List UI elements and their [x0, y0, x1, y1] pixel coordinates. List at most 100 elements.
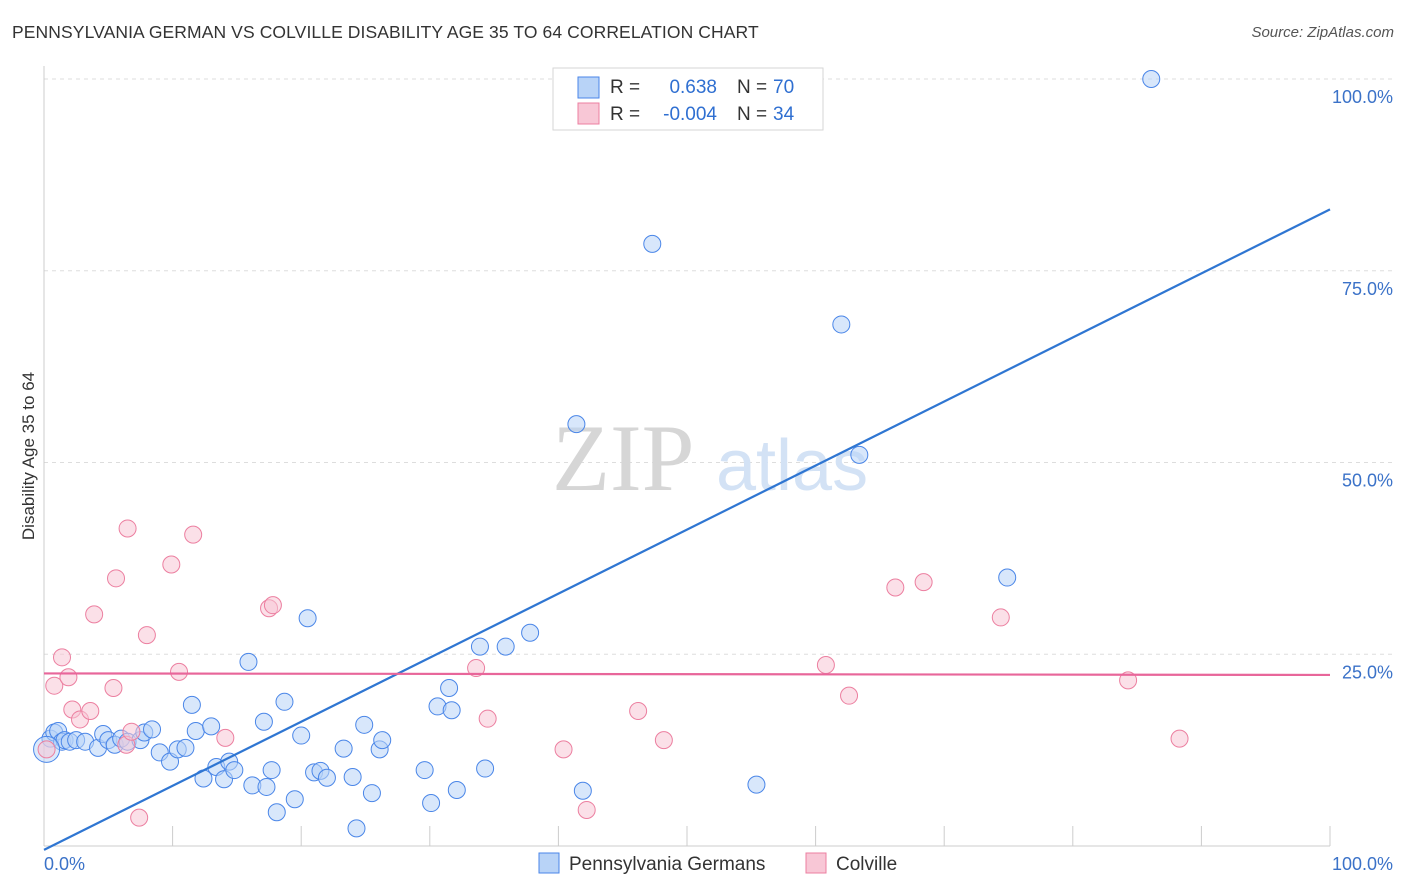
point-pennsylvania-germans-38	[298, 609, 317, 628]
point-pennsylvania-germans-29	[239, 652, 258, 671]
point-colville-7	[85, 605, 104, 624]
point-pennsylvania-germans-57	[496, 637, 515, 656]
point-colville-8	[104, 678, 123, 697]
point-colville-32	[1119, 671, 1138, 690]
legend-r-value-2: -0.004	[663, 104, 717, 125]
point-colville-2	[53, 648, 72, 667]
trend-line-colville	[43, 672, 1331, 677]
point-colville-17	[184, 525, 203, 544]
point-pennsylvania-germans-58	[521, 623, 540, 642]
point-pennsylvania-germans-68	[1142, 70, 1161, 88]
point-pennsylvania-germans-52	[440, 678, 459, 697]
correlation-legend: R = 0.638 N = 70 R = -0.004 N = 34	[552, 67, 824, 131]
point-colville-33	[1170, 729, 1189, 748]
watermark: ZIP atlas	[552, 405, 868, 511]
point-colville-18	[216, 728, 235, 747]
point-colville-0	[37, 740, 56, 759]
legend-swatch-pink	[577, 102, 600, 125]
point-pennsylvania-germans-31	[254, 712, 273, 731]
legend-label-pennsylvania-germans: Pennsylvania Germans	[569, 854, 765, 875]
point-colville-30	[914, 573, 933, 592]
point-colville-22	[478, 709, 497, 728]
point-pennsylvania-germans-35	[275, 692, 294, 711]
chart-title: PENNSYLVANIA GERMAN VS COLVILLE DISABILI…	[12, 22, 759, 42]
point-pennsylvania-germans-43	[343, 767, 362, 786]
series-legend: Pennsylvania Germans Colville	[538, 852, 897, 875]
point-pennsylvania-germans-60	[573, 781, 592, 800]
gridlines	[44, 78, 1393, 655]
point-pennsylvania-germans-50	[422, 794, 441, 813]
series-colville-points	[37, 519, 1189, 827]
point-pennsylvania-germans-64	[747, 775, 766, 794]
point-colville-16	[170, 662, 189, 681]
point-pennsylvania-germans-36	[285, 790, 304, 809]
trend-line-pennsylvania-germans	[43, 208, 1331, 851]
legend-swatch-pennsylvania-germans	[538, 852, 560, 874]
point-pennsylvania-germans-16	[143, 720, 162, 739]
legend-swatch-blue	[577, 76, 600, 99]
point-colville-26	[654, 731, 673, 750]
point-pennsylvania-germans-63	[643, 234, 662, 253]
point-pennsylvania-germans-44	[347, 819, 366, 838]
legend-r-value-1: 0.638	[669, 77, 717, 98]
point-pennsylvania-germans-45	[355, 715, 374, 734]
point-pennsylvania-germans-59	[567, 415, 586, 434]
legend-n-value-1: 70	[773, 77, 794, 98]
point-colville-1	[45, 676, 64, 695]
point-colville-31	[991, 608, 1010, 627]
legend-n-label-2: N =	[737, 104, 767, 125]
point-pennsylvania-germans-66	[850, 445, 869, 464]
point-colville-21	[467, 659, 486, 678]
y-tick-label-100: 100.0%	[1332, 87, 1393, 107]
legend-r-label-1: R =	[610, 77, 640, 98]
x-ticks	[172, 826, 1331, 846]
point-colville-14	[137, 626, 156, 645]
trend-lines	[43, 208, 1331, 851]
point-pennsylvania-germans-67	[998, 568, 1017, 587]
point-pennsylvania-germans-34	[267, 803, 286, 822]
point-pennsylvania-germans-37	[292, 726, 311, 745]
y-tick-label-25: 25.0%	[1342, 662, 1393, 682]
point-pennsylvania-germans-24	[202, 717, 221, 736]
point-colville-24	[577, 800, 596, 819]
point-colville-29	[886, 578, 905, 597]
point-pennsylvania-germans-53	[442, 701, 461, 720]
point-pennsylvania-germans-56	[476, 759, 495, 778]
point-pennsylvania-germans-65	[832, 315, 851, 334]
x-tick-label-max: 100.0%	[1332, 854, 1393, 874]
point-pennsylvania-germans-28	[225, 761, 244, 780]
point-pennsylvania-germans-48	[373, 731, 392, 750]
point-pennsylvania-germans-32	[257, 777, 276, 796]
point-colville-3	[59, 668, 78, 687]
point-pennsylvania-germans-33	[262, 761, 281, 780]
legend-swatch-colville	[805, 852, 827, 874]
point-pennsylvania-germans-54	[447, 781, 466, 800]
point-pennsylvania-germans-20	[176, 738, 195, 757]
point-colville-13	[130, 808, 149, 827]
point-colville-27	[816, 655, 835, 674]
point-pennsylvania-germans-21	[182, 695, 201, 714]
legend-item-pennsylvania-germans[interactable]: Pennsylvania Germans	[538, 852, 765, 875]
point-pennsylvania-germans-42	[334, 739, 353, 758]
point-colville-20	[263, 596, 282, 615]
point-colville-11	[118, 519, 137, 538]
point-colville-25	[629, 702, 648, 721]
legend-item-colville[interactable]: Colville	[805, 852, 897, 875]
y-tick-labels: 100.0% 75.0% 50.0% 25.0%	[1332, 87, 1393, 682]
legend-label-colville: Colville	[836, 854, 897, 875]
point-colville-23	[554, 740, 573, 759]
y-tick-label-50: 50.0%	[1342, 471, 1393, 491]
legend-r-label-2: R =	[610, 104, 640, 125]
y-tick-label-75: 75.0%	[1342, 279, 1393, 299]
point-pennsylvania-germans-41	[317, 768, 336, 787]
legend-n-value-2: 34	[773, 104, 795, 125]
point-colville-12	[122, 722, 141, 741]
point-pennsylvania-germans-49	[415, 761, 434, 780]
x-tick-label-min: 0.0%	[44, 854, 85, 874]
legend-n-label-1: N =	[737, 77, 767, 98]
point-pennsylvania-germans-46	[362, 784, 381, 803]
y-axis-label: Disability Age 35 to 64	[19, 372, 38, 540]
point-pennsylvania-germans-22	[186, 721, 205, 740]
point-colville-15	[162, 555, 181, 574]
